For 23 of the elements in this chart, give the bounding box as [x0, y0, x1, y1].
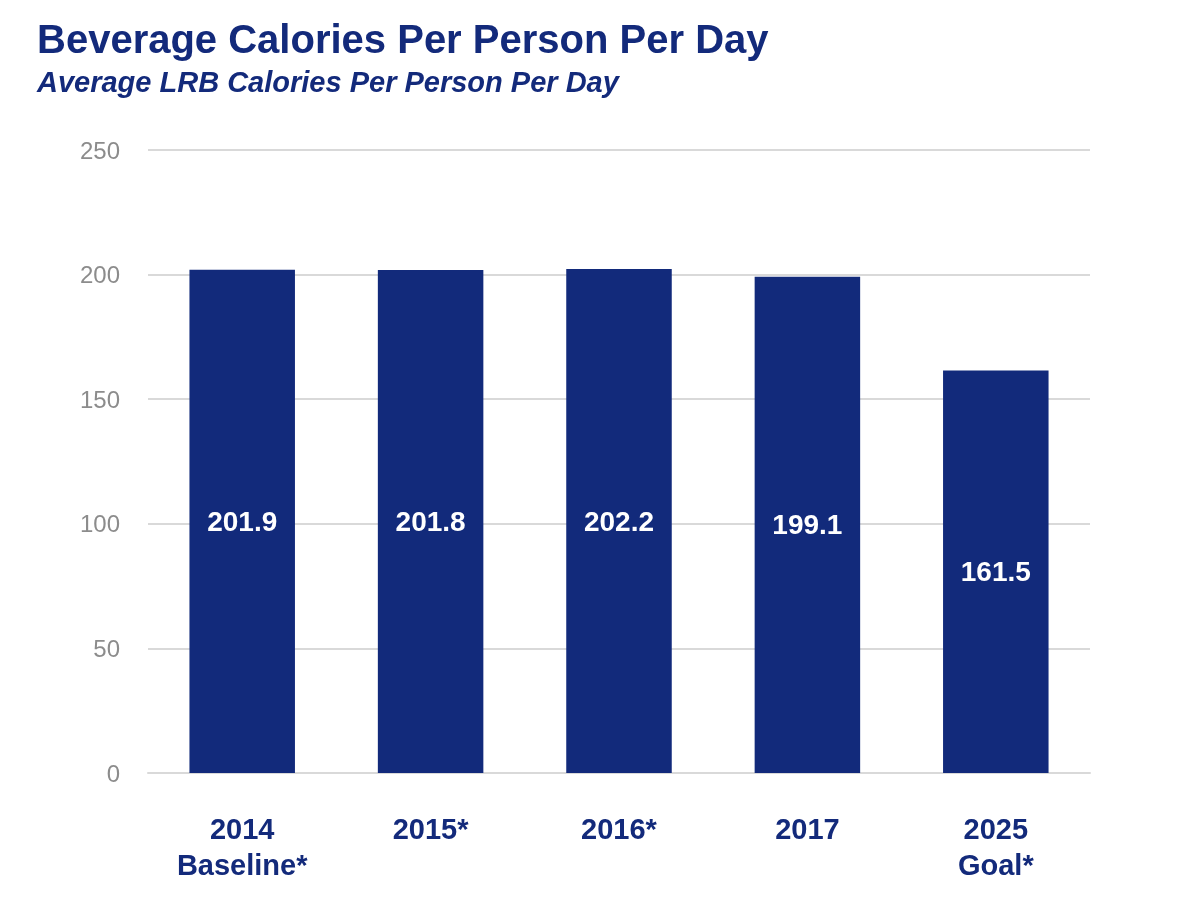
- bar: [566, 269, 672, 773]
- data-label: 199.1: [772, 509, 843, 541]
- y-tick-label: 150: [79, 385, 120, 413]
- data-label: 202.2: [583, 505, 655, 537]
- data-label: 201.9: [207, 505, 278, 537]
- bar: [943, 370, 1049, 773]
- bar: [377, 270, 484, 773]
- y-tick-label: 200: [79, 261, 120, 289]
- bar: [754, 276, 861, 773]
- x-tick-label: 2015*: [392, 813, 470, 845]
- chart-subtitle: Average LRB Calories Per Person Per Day: [36, 65, 621, 98]
- data-label: 161.5: [960, 556, 1031, 588]
- y-tick-label: 50: [93, 634, 120, 662]
- x-tick-label: 2017: [775, 813, 840, 845]
- y-tick-label: 0: [106, 759, 120, 787]
- y-tick-label: 100: [79, 510, 120, 538]
- x-tick-label: 2014 Baseline*: [176, 813, 309, 881]
- x-tick-label: 2016*: [581, 813, 658, 845]
- x-tick-label: 2025 Goal*: [957, 813, 1035, 881]
- bar: [189, 269, 295, 773]
- y-tick-label: 250: [79, 136, 120, 164]
- data-label: 201.8: [395, 506, 466, 538]
- chart-title: Beverage Calories Per Person Per Day: [37, 17, 770, 61]
